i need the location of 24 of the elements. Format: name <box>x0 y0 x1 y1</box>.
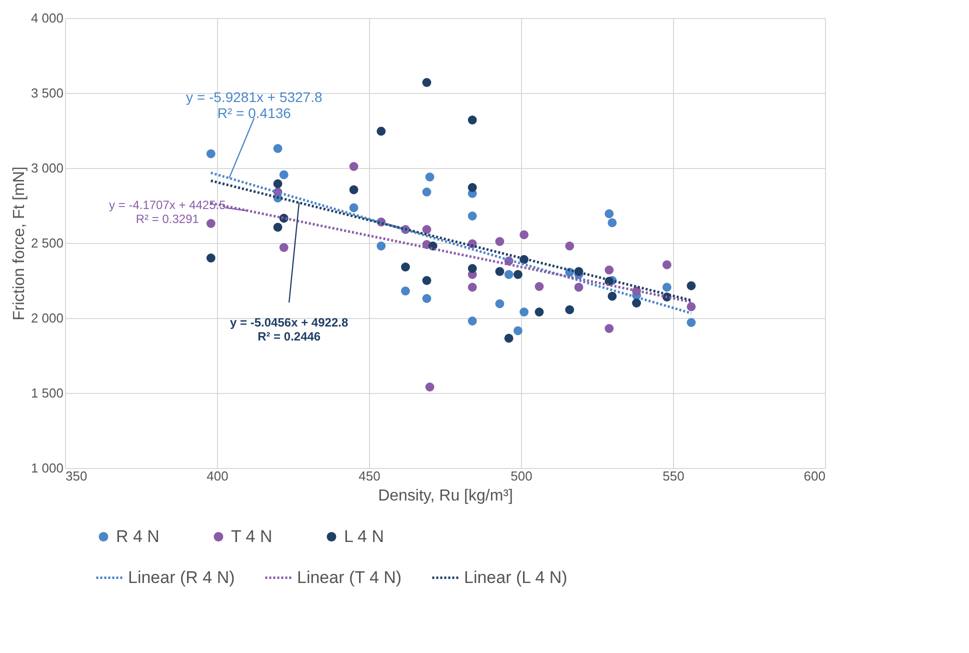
legend-label: Linear (R 4 N) <box>128 568 235 587</box>
x-tick-label: 400 <box>206 468 228 484</box>
y-tick-label: 2 500 <box>30 236 64 250</box>
y-tick-label: 3 000 <box>30 160 64 176</box>
annotation: y = -5.9281x + 5327.8 R² = 0.4136 <box>186 89 322 122</box>
legend-label: Linear (L 4 N) <box>464 568 568 587</box>
y-tick-label: 4 000 <box>30 10 64 26</box>
legend-label: T 4 N <box>231 526 272 546</box>
y-tick-label: 1 500 <box>30 386 64 400</box>
annotation: y = -4.1707x + 4425.5 R² = 0.3291 <box>109 198 226 226</box>
x-tick-label: 350 <box>66 468 88 484</box>
legend-label: L 4 N <box>344 526 384 546</box>
annotation: y = -5.0456x + 4922.8 R² = 0.2446 <box>230 316 348 344</box>
y-tick-label: 1 000 <box>30 460 64 476</box>
y-tick-label: 3 500 <box>30 86 64 100</box>
x-tick-label: 450 <box>358 468 380 484</box>
y-axis-title: Friction force, Ft [mN] <box>10 166 28 320</box>
x-tick-label: 500 <box>510 468 532 484</box>
x-tick-label: 550 <box>662 468 684 484</box>
x-axis-title: Density, Ru [kg/m³] <box>378 488 513 504</box>
legend-label: R 4 N <box>116 526 160 546</box>
legend-label: Linear (T 4 N) <box>297 568 402 587</box>
x-tick-label: 600 <box>804 468 826 484</box>
y-tick-label: 2 000 <box>30 310 64 326</box>
